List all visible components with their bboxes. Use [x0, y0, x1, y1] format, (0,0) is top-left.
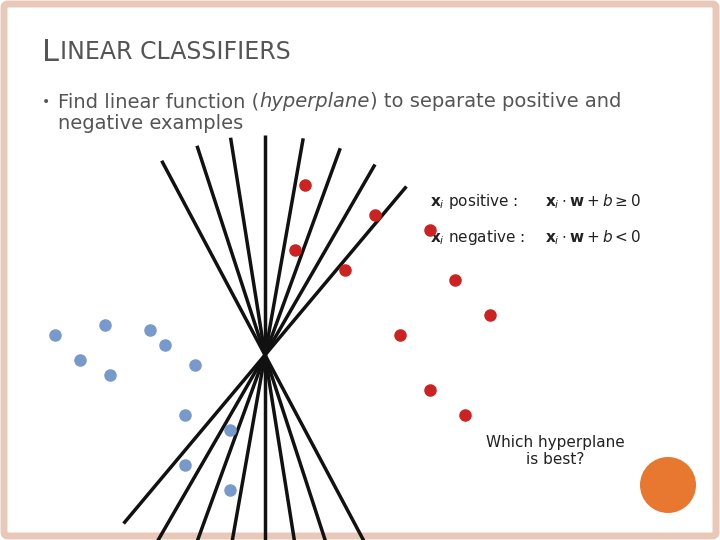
Text: Find linear function (: Find linear function ( — [58, 92, 259, 111]
Text: L: L — [42, 38, 59, 67]
Text: hyperplane: hyperplane — [259, 92, 369, 111]
Text: $\mathbf{x}_i \cdot \mathbf{w} + b < 0$: $\mathbf{x}_i \cdot \mathbf{w} + b < 0$ — [545, 228, 641, 247]
Text: INEAR CLASSIFIERS: INEAR CLASSIFIERS — [60, 40, 291, 64]
FancyBboxPatch shape — [4, 4, 716, 536]
Text: $\mathbf{x}_i$ negative :: $\mathbf{x}_i$ negative : — [430, 228, 525, 247]
Text: Which hyperplane
is best?: Which hyperplane is best? — [485, 435, 624, 468]
Text: ) to separate positive and: ) to separate positive and — [369, 92, 621, 111]
Circle shape — [640, 457, 696, 513]
Text: $\mathbf{x}_i \cdot \mathbf{w} + b \geq 0$: $\mathbf{x}_i \cdot \mathbf{w} + b \geq … — [545, 192, 641, 211]
Text: negative examples: negative examples — [58, 114, 243, 133]
Text: •: • — [42, 95, 50, 109]
Text: $\mathbf{x}_i$ positive :: $\mathbf{x}_i$ positive : — [430, 192, 518, 211]
